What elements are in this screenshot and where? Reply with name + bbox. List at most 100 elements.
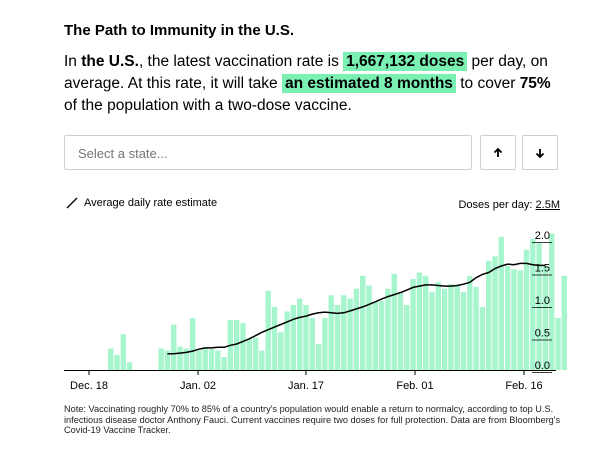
bar-42	[372, 301, 378, 370]
bar-43	[378, 301, 385, 370]
bar-1	[114, 355, 120, 370]
bar-17	[215, 350, 221, 370]
bar-66	[523, 249, 530, 370]
bar-39	[353, 288, 360, 370]
bar-50	[423, 275, 429, 370]
bar-37	[341, 295, 347, 370]
line-legend-icon	[66, 197, 78, 209]
bar-23	[252, 337, 259, 370]
rate-highlight: 1,667,132 doses	[343, 52, 468, 71]
bar-3	[126, 362, 133, 370]
bar-41	[366, 285, 372, 370]
bar-40	[360, 275, 366, 370]
x-tick-label-2: Jan. 17	[288, 380, 324, 392]
bar-18	[221, 357, 227, 370]
duration-highlight: an estimated 8 months	[281, 74, 456, 93]
bar-12	[183, 348, 189, 370]
next-state-button[interactable]	[522, 135, 558, 170]
doses-max-value: 2.5M	[535, 199, 560, 211]
bar-49	[416, 272, 423, 370]
bar-22	[246, 338, 252, 370]
arrow-up-icon	[493, 147, 503, 157]
footnote: Note: Vaccinating roughly 70% to 85% of …	[64, 404, 561, 435]
bar-70	[549, 233, 555, 370]
doses-label-prefix: Doses per day:	[458, 199, 536, 211]
bar-63	[504, 266, 511, 370]
x-tick-label-4: Feb. 16	[505, 380, 542, 392]
bar-24	[259, 350, 265, 370]
x-tick-label-3: Feb. 01	[396, 380, 433, 392]
previous-state-button[interactable]	[480, 135, 516, 170]
axis-group: 0.0 0.5 1.0 1.5 2.0 Dec. 18 Jan. 02 Jan. 17 Feb.…	[64, 230, 556, 392]
average-line-group	[167, 262, 546, 355]
bar-27	[278, 332, 284, 370]
legend-line-label: Average daily rate estimate	[84, 197, 218, 209]
bar-35	[328, 295, 334, 370]
x-tick-label-1: Jan. 02	[180, 380, 216, 392]
y-tick-label-0: 0.0	[535, 360, 550, 372]
bar-53	[441, 288, 448, 370]
y-tick-label-2: 1.0	[535, 295, 550, 307]
bar-46	[397, 292, 404, 370]
coverage-value: 75%	[519, 75, 551, 92]
bar-29	[290, 305, 297, 370]
summary-text-5: of the population with a two-dose vaccin…	[64, 97, 352, 114]
summary-text: In the U.S., the latest vaccination rate…	[64, 51, 560, 117]
bar-61	[492, 256, 498, 370]
x-tick-label-0: Dec. 18	[70, 380, 108, 392]
bar-47	[404, 305, 410, 370]
bar-56	[460, 292, 467, 370]
bar-36	[334, 305, 341, 370]
summary-text-3: per day, on average. At this rate, it wi…	[64, 53, 548, 92]
bar-60	[486, 260, 492, 370]
bar-8	[158, 348, 164, 370]
bar-48	[410, 279, 416, 370]
chart-title: The Path to Immunity in the U.S.	[64, 22, 295, 39]
bar-16	[208, 349, 215, 370]
bar-11	[177, 346, 183, 370]
doses-per-day-label: Doses per day: 2.5M	[458, 199, 560, 211]
bar-67	[530, 238, 536, 370]
y-tick-label-1: 0.5	[535, 328, 550, 340]
average-rate-line	[167, 262, 546, 355]
arrow-down-icon	[535, 148, 545, 158]
bar-26	[271, 306, 278, 370]
bar-2	[120, 334, 126, 370]
vaccination-chart: 0.0 0.5 1.0 1.5 2.0 Dec. 18 Jan. 02 Jan. 17 Feb.…	[64, 230, 567, 392]
bar-33	[315, 344, 322, 370]
bar-57	[467, 275, 473, 370]
bar-9	[164, 350, 171, 370]
bar-54	[448, 284, 454, 370]
bar-0	[108, 348, 114, 370]
bar-21	[240, 323, 246, 370]
y-tick-label-3: 1.5	[535, 263, 550, 275]
bar-38	[347, 298, 353, 370]
bar-51	[429, 292, 435, 370]
bar-44	[385, 288, 391, 370]
bar-59	[479, 306, 486, 370]
bar-13	[189, 318, 196, 370]
bar-20	[234, 319, 240, 370]
chart-legend: Average daily rate estimate	[66, 197, 217, 209]
bar-31	[303, 305, 309, 370]
bar-62	[498, 236, 504, 370]
summary-region: the U.S.	[81, 53, 139, 70]
y-tick-label-4: 2.0	[535, 230, 550, 242]
bar-65	[517, 270, 523, 370]
bar-71	[555, 318, 561, 370]
bar-30	[297, 298, 303, 370]
state-select-input[interactable]	[78, 146, 458, 161]
bar-58	[473, 286, 479, 370]
bar-68	[536, 243, 542, 370]
bar-55	[454, 284, 460, 370]
bar-45	[391, 273, 397, 370]
bar-28	[284, 311, 290, 370]
bar-10	[171, 324, 177, 370]
bar-69	[542, 266, 549, 370]
bar-52	[435, 282, 441, 370]
summary-text-4: to cover	[455, 75, 520, 92]
bar-34	[322, 318, 328, 370]
bar-72	[561, 275, 567, 370]
state-select[interactable]	[64, 135, 472, 170]
summary-text-1: In	[64, 53, 82, 70]
